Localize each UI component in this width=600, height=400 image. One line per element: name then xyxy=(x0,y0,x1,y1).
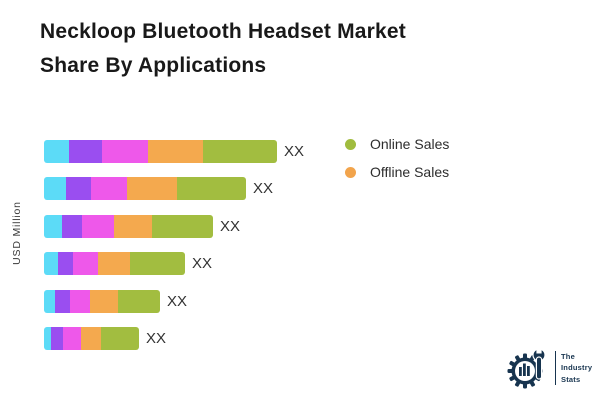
bar-segment xyxy=(58,252,73,276)
bar-value-label: XX xyxy=(220,217,241,235)
stacked-bar xyxy=(44,252,185,276)
bar-row: XX xyxy=(44,326,304,350)
legend-item: Offline Sales xyxy=(345,163,449,181)
bar-segment xyxy=(69,140,102,163)
bar-value-label: XX xyxy=(253,180,274,198)
bar-segment xyxy=(118,289,160,313)
bar-segment xyxy=(44,252,58,276)
bar-segment xyxy=(73,252,98,276)
bar-segment xyxy=(91,177,127,201)
logo-divider xyxy=(555,351,556,385)
legend-dot-icon xyxy=(345,166,356,178)
bar-segment xyxy=(81,326,101,350)
bar-segment xyxy=(130,252,185,276)
bar-chart: XX XX XX XX XX XX xyxy=(44,140,304,350)
legend-dot-icon xyxy=(345,138,356,150)
legend-item: Online Sales xyxy=(345,135,449,153)
bar-segment xyxy=(177,177,246,201)
stacked-bar xyxy=(44,140,277,163)
bar-segment xyxy=(44,177,66,201)
stacked-bar xyxy=(44,177,246,201)
bar-row: XX xyxy=(44,140,304,163)
bar-value-label: XX xyxy=(167,292,188,310)
bar-segment xyxy=(55,289,70,313)
legend-label: Offline Sales xyxy=(370,164,450,180)
bar-value-label: XX xyxy=(284,143,305,160)
bar-segment xyxy=(148,140,203,163)
bar-value-label: XX xyxy=(192,255,213,273)
bar-segment xyxy=(114,214,152,238)
bar-segment xyxy=(62,214,82,238)
chart-title: Neckloop Bluetooth Headset Market Share B… xyxy=(40,15,540,83)
bar-segment xyxy=(63,326,81,350)
logo-text-line-2: Industry xyxy=(561,363,593,373)
bar-segment xyxy=(44,289,55,313)
brand-logo: The Industry Stats xyxy=(505,345,592,391)
stacked-bar xyxy=(44,214,213,238)
chart-title-line-2: Share By Applications xyxy=(40,54,267,77)
bar-segment xyxy=(102,140,148,163)
bar-segment xyxy=(82,214,114,238)
bar-segment xyxy=(66,177,91,201)
chart-title-line-1: Neckloop Bluetooth Headset Market xyxy=(40,20,406,43)
bar-row: XX xyxy=(44,214,304,238)
bar-row: XX xyxy=(44,177,304,201)
logo-text-line-3: Stats xyxy=(561,374,581,384)
bar-segment xyxy=(152,214,213,238)
bar-segment xyxy=(70,289,90,313)
bar-segment xyxy=(101,326,139,350)
gear-wrench-chart-icon xyxy=(507,347,546,389)
chart-legend: Online Sales Offline Sales xyxy=(345,135,449,181)
bar-segment xyxy=(203,140,277,163)
bar-segment xyxy=(127,177,177,201)
y-axis-label: USD Million xyxy=(11,201,23,265)
logo-text: The Industry Stats xyxy=(561,351,592,386)
bar-segment xyxy=(44,214,62,238)
bar-segment xyxy=(44,326,51,350)
stacked-bar xyxy=(44,289,160,313)
bar-value-label: XX xyxy=(146,329,167,347)
bar-row: XX xyxy=(44,289,304,313)
bar-segment xyxy=(90,289,118,313)
stacked-bar xyxy=(44,326,139,350)
bar-segment xyxy=(98,252,130,276)
bar-segment xyxy=(44,140,69,163)
bar-row: XX xyxy=(44,252,304,276)
logo-text-line-1: The xyxy=(561,351,575,361)
bar-segment xyxy=(51,326,63,350)
legend-label: Online Sales xyxy=(370,136,450,152)
